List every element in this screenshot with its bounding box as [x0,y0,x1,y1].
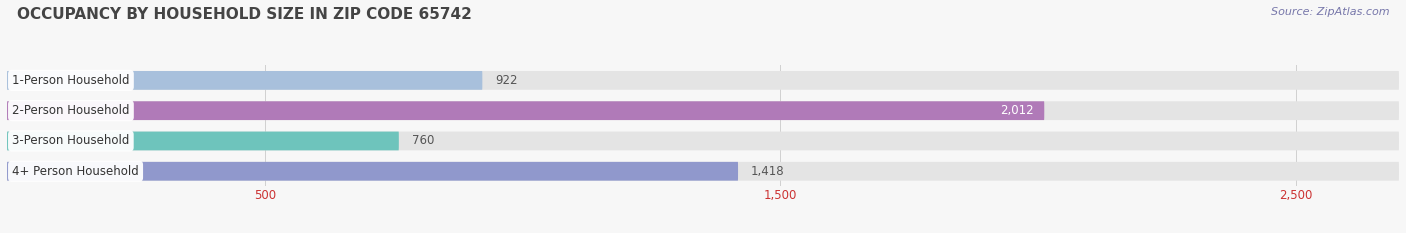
FancyBboxPatch shape [7,101,1045,120]
FancyBboxPatch shape [7,132,399,150]
FancyBboxPatch shape [7,132,1399,150]
Text: 1-Person Household: 1-Person Household [13,74,129,87]
FancyBboxPatch shape [7,162,738,181]
FancyBboxPatch shape [7,71,482,90]
Text: 4+ Person Household: 4+ Person Household [13,165,139,178]
Text: 922: 922 [495,74,517,87]
Text: 2,012: 2,012 [1000,104,1033,117]
Text: 760: 760 [412,134,434,147]
FancyBboxPatch shape [7,162,1399,181]
Text: 1,418: 1,418 [751,165,785,178]
Text: OCCUPANCY BY HOUSEHOLD SIZE IN ZIP CODE 65742: OCCUPANCY BY HOUSEHOLD SIZE IN ZIP CODE … [17,7,472,22]
Text: Source: ZipAtlas.com: Source: ZipAtlas.com [1271,7,1389,17]
FancyBboxPatch shape [7,101,1399,120]
FancyBboxPatch shape [7,71,1399,90]
Text: 2-Person Household: 2-Person Household [13,104,129,117]
Text: 3-Person Household: 3-Person Household [13,134,129,147]
